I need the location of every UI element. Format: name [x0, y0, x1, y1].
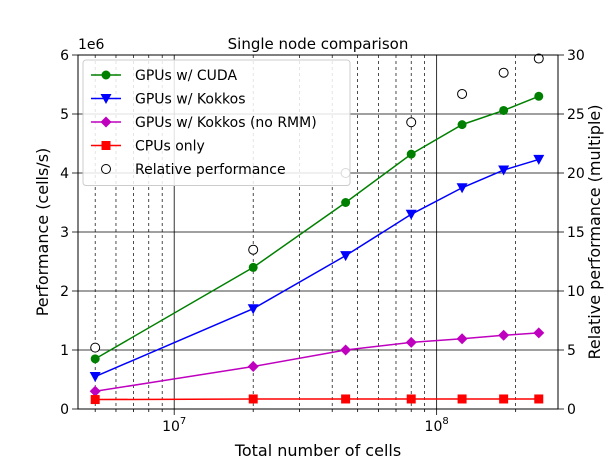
- y-tick-label: 1: [60, 343, 69, 359]
- data-point: [457, 88, 468, 99]
- data-point: [248, 394, 258, 404]
- legend-marker: [100, 94, 112, 104]
- data-point: [499, 394, 509, 404]
- y2-axis-label: Relative performance (multiple): [585, 105, 604, 360]
- data-point: [498, 329, 510, 341]
- data-point: [456, 333, 468, 345]
- legend-marker: [100, 116, 112, 128]
- legend-label: GPUs w/ CUDA: [135, 68, 237, 84]
- data-point: [498, 67, 509, 78]
- chart-title: Single node comparison: [228, 35, 409, 53]
- data-point: [247, 361, 259, 373]
- y2-tick-label: 25: [567, 107, 585, 123]
- x-tick-label: 107: [162, 416, 186, 435]
- data-point: [499, 105, 509, 115]
- data-point: [457, 120, 467, 130]
- data-point: [90, 354, 100, 364]
- legend-box: [82, 59, 351, 186]
- legend-label: Relative performance: [135, 162, 286, 178]
- y-tick-label: 0: [60, 402, 69, 418]
- data-point: [533, 154, 545, 165]
- data-point: [405, 209, 417, 220]
- legend-marker: [101, 164, 111, 174]
- y2-tick-label: 30: [567, 48, 585, 64]
- series-layer: [89, 53, 545, 405]
- data-point: [340, 251, 352, 262]
- data-point: [533, 327, 545, 339]
- data-point: [247, 304, 259, 315]
- y2-tick-label: 5: [567, 343, 576, 359]
- data-point: [498, 165, 510, 176]
- y2-tick-label: 10: [567, 284, 585, 300]
- y-tick-label: 2: [60, 284, 69, 300]
- data-point: [457, 394, 467, 404]
- y-tick-label: 3: [60, 225, 69, 241]
- data-point: [406, 394, 416, 404]
- y2-tick-label: 0: [567, 402, 576, 418]
- y-offset-label: 1e6: [78, 37, 105, 53]
- y2-tick-label: 20: [567, 166, 585, 182]
- y2-tick-label: 15: [567, 225, 585, 241]
- data-point: [340, 344, 352, 356]
- data-point: [248, 244, 259, 255]
- data-point: [341, 198, 351, 207]
- axes: 0 1 2 3 4 5 6 0 5 10 15 20 25 30 107 108: [60, 48, 585, 435]
- legend-label: GPUs w/ Kokkos: [135, 92, 246, 108]
- data-point: [89, 372, 101, 383]
- legend-marker: [101, 70, 111, 80]
- x-tick-label: 108: [425, 416, 449, 435]
- y-tick-label: 5: [60, 107, 69, 123]
- data-point: [406, 117, 417, 128]
- legend-label: GPUs w/ Kokkos (no RMM): [135, 115, 317, 131]
- data-point: [90, 342, 101, 353]
- legend-label: CPUs only: [135, 139, 205, 155]
- data-point: [90, 395, 100, 405]
- y-tick-label: 6: [60, 48, 69, 64]
- y-axis-label: Performance (cells/s): [33, 148, 52, 317]
- grid: [78, 54, 558, 410]
- data-point: [534, 91, 544, 101]
- series-line: [95, 398, 539, 401]
- data-point: [406, 149, 416, 159]
- data-point: [248, 262, 258, 272]
- legend-marker: [101, 141, 111, 150]
- data-point: [456, 183, 468, 194]
- data-point: [341, 394, 351, 404]
- legend: GPUs w/ CUDA GPUs w/ Kokkos GPUs w/ Kokkos…: [82, 59, 351, 186]
- data-point: [405, 336, 417, 348]
- data-point: [534, 394, 544, 404]
- data-point: [89, 385, 101, 397]
- y-tick-label: 4: [60, 166, 69, 182]
- x-axis-label: Total number of cells: [234, 441, 401, 460]
- data-point: [533, 53, 544, 64]
